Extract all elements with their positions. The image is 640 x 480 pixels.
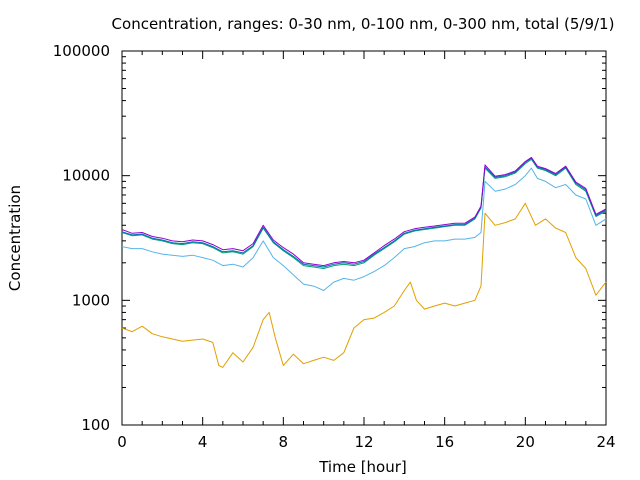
chart-title: Concentration, ranges: 0-30 nm, 0-100 nm… xyxy=(112,15,615,33)
x-tick-label: 16 xyxy=(435,433,454,451)
axis-ticks xyxy=(121,50,607,426)
x-axis-label: Time [hour] xyxy=(318,458,407,476)
y-tick-label: 10000 xyxy=(62,167,110,185)
plot-frame xyxy=(121,50,607,426)
series-line-5 xyxy=(121,156,607,267)
series-line-4 xyxy=(121,157,607,268)
x-tick-label: 12 xyxy=(354,433,373,451)
y-tick-label: 100 xyxy=(81,416,110,434)
series-line-3 xyxy=(121,158,607,269)
series-group xyxy=(121,156,607,368)
y-axis-label: Concentration xyxy=(6,185,24,291)
x-tick-label: 20 xyxy=(516,433,535,451)
y-tick-label: 100000 xyxy=(53,42,110,60)
y-tick-labels: 100 1000 10000 100000 xyxy=(53,42,110,434)
x-tick-label: 4 xyxy=(198,433,208,451)
x-tick-label: 24 xyxy=(596,433,615,451)
x-tick-label: 0 xyxy=(117,433,127,451)
series-line-2 xyxy=(121,167,607,291)
x-tick-label: 8 xyxy=(279,433,289,451)
series-line-1 xyxy=(121,202,607,368)
x-tick-labels: 0 4 8 12 16 20 24 xyxy=(117,433,615,451)
y-tick-label: 1000 xyxy=(72,291,110,309)
